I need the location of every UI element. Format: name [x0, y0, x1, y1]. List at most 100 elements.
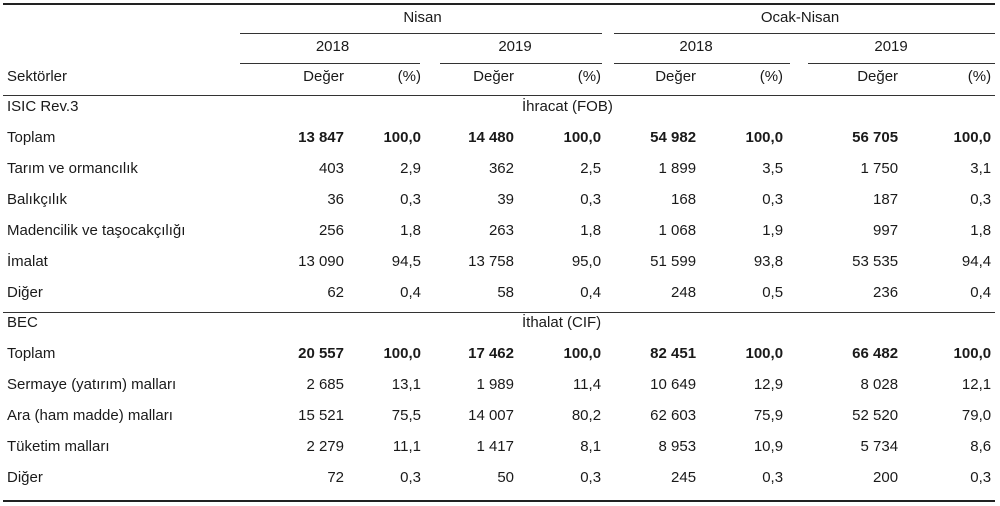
table-row: Diğer 62 0,4 58 0,4 248 0,5 236 0,4	[3, 277, 995, 308]
cell-value: 36	[327, 191, 344, 208]
cell-value: 58	[497, 284, 514, 301]
header-pct: (%)	[759, 68, 784, 85]
table-row: Madencilik ve taşocakçılığı 256 1,8 263 1,8 1…	[3, 215, 995, 246]
header-pct: (%)	[577, 68, 602, 85]
header-row-columns: Sektörler Değer (%) Değer (%) Değer (%) …	[3, 62, 995, 92]
rule-year-4	[808, 63, 995, 64]
cell-pct: 100,0	[563, 129, 602, 146]
header-value: Değer	[473, 68, 514, 85]
header-empty	[3, 32, 240, 62]
cell-pct: 1,8	[580, 222, 602, 239]
cell-value: 248	[671, 284, 697, 301]
row-label: Balıkçılık	[7, 191, 68, 208]
section-title: İthalat (CIF)	[522, 314, 602, 331]
cell-pct: 2,9	[400, 160, 421, 177]
cell-pct: 100,0	[383, 129, 421, 146]
cell-value: 53 535	[852, 253, 899, 270]
cell-value: 5 734	[860, 438, 899, 455]
header-group-ocak-nisan: Ocak-Nisan	[760, 9, 840, 26]
cell-value: 15 521	[298, 407, 344, 424]
cell-value: 13 090	[298, 253, 344, 270]
rule-year-1	[240, 63, 420, 64]
cell-pct: 0,3	[762, 469, 784, 486]
cell-pct: 10,9	[753, 438, 784, 455]
rule-section-divider	[3, 312, 995, 313]
cell-pct: 100,0	[745, 129, 784, 146]
row-label: Toplam	[7, 129, 56, 146]
section-header-row: BEC İthalat (CIF)	[3, 308, 995, 338]
cell-value: 10 649	[650, 376, 697, 393]
cell-pct: 79,0	[961, 407, 992, 424]
row-label: Diğer	[7, 284, 43, 301]
cell-value: 51 599	[650, 253, 697, 270]
cell-pct: 3,1	[970, 160, 992, 177]
cell-value: 20 557	[298, 345, 344, 362]
cell-pct: 8,6	[970, 438, 992, 455]
cell-value: 1 068	[658, 222, 697, 239]
cell-pct: 0,3	[580, 191, 602, 208]
cell-pct: 1,9	[762, 222, 784, 239]
rule-year-2	[440, 63, 602, 64]
header-row-years: 2018 2019 2018 2019	[3, 32, 995, 62]
cell-value: 50	[497, 469, 514, 486]
table-row: Toplam 20 557 100,0 17 462 100,0 82 451 100,0 6…	[3, 338, 995, 369]
cell-value: 1 989	[476, 376, 514, 393]
cell-pct: 3,5	[762, 160, 784, 177]
cell-value: 8 953	[658, 438, 697, 455]
cell-pct: 8,1	[580, 438, 602, 455]
section-gap	[240, 92, 518, 122]
cell-pct: 95,0	[571, 253, 602, 270]
cell-pct: 75,5	[391, 407, 421, 424]
cell-value: 263	[488, 222, 514, 239]
header-year: 2019	[874, 38, 908, 55]
cell-value: 8 028	[860, 376, 899, 393]
cell-value: 1 750	[860, 160, 899, 177]
cell-pct: 75,9	[753, 407, 784, 424]
cell-value: 200	[873, 469, 899, 486]
table-top-rule	[3, 3, 995, 5]
cell-value: 66 482	[852, 345, 899, 362]
cell-value: 1 417	[476, 438, 514, 455]
cell-value: 168	[671, 191, 697, 208]
cell-value: 2 279	[306, 438, 344, 455]
cell-value: 82 451	[650, 345, 697, 362]
rule-year-3	[614, 63, 790, 64]
row-label: İmalat	[7, 253, 48, 270]
cell-value: 245	[671, 469, 697, 486]
cell-value: 62	[327, 284, 344, 301]
table-row: Toplam 13 847 100,0 14 480 100,0 54 982 100,0 5…	[3, 122, 995, 153]
cell-pct: 0,3	[762, 191, 784, 208]
cell-pct: 0,4	[400, 284, 421, 301]
table-row: Tüketim malları 2 279 11,1 1 417 8,1 8 953 10,…	[3, 431, 995, 462]
cell-pct: 2,5	[580, 160, 602, 177]
cell-pct: 0,3	[970, 469, 992, 486]
cell-pct: 0,4	[970, 284, 992, 301]
section-classification: BEC	[7, 314, 38, 331]
cell-pct: 12,1	[961, 376, 992, 393]
cell-pct: 100,0	[383, 345, 421, 362]
row-label: Ara (ham madde) malları	[7, 407, 173, 424]
cell-pct: 0,5	[762, 284, 784, 301]
cell-value: 54 982	[650, 129, 697, 146]
table-row: Diğer 72 0,3 50 0,3 245 0,3 200 0,3	[3, 462, 995, 493]
header-value: Değer	[303, 68, 344, 85]
header-year: 2019	[498, 38, 532, 55]
cell-pct: 94,4	[961, 253, 992, 270]
rule-ocak-nisan	[614, 33, 995, 34]
cell-pct: 100,0	[953, 129, 992, 146]
cell-pct: 12,9	[753, 376, 784, 393]
row-label: Madencilik ve taşocakçılığı	[7, 222, 186, 239]
header-empty	[3, 4, 240, 32]
table-row: Ara (ham madde) malları 15 521 75,5 14 007 8…	[3, 400, 995, 431]
cell-value: 62 603	[650, 407, 697, 424]
cell-pct: 11,4	[572, 376, 602, 393]
header-value: Değer	[857, 68, 899, 85]
cell-value: 403	[318, 160, 344, 177]
row-label: Tüketim malları	[7, 438, 110, 455]
cell-value: 362	[488, 160, 514, 177]
cell-value: 56 705	[852, 129, 899, 146]
cell-value: 187	[873, 191, 899, 208]
row-label: Toplam	[7, 345, 56, 362]
cell-pct: 0,3	[400, 191, 421, 208]
